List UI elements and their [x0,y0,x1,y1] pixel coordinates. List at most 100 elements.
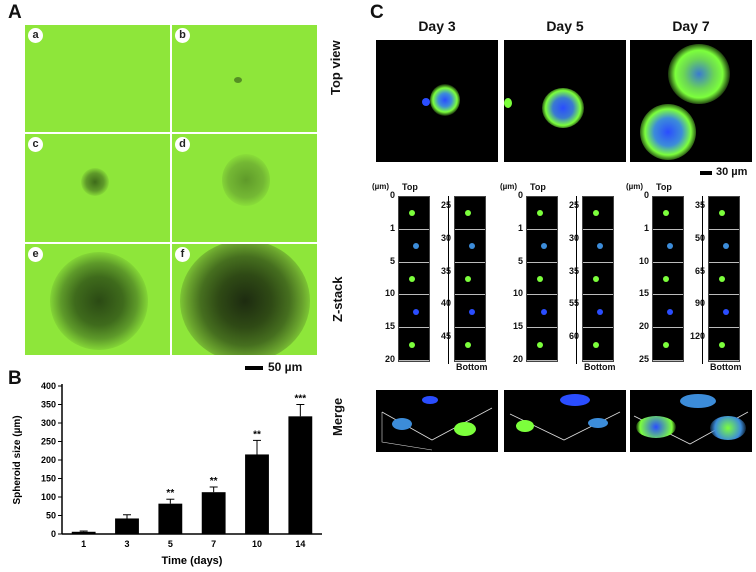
row-label-top-view: Top view [328,40,343,95]
z-depth-tick: 20 [512,354,523,364]
z-top-label: Top [656,182,672,192]
cell-cluster [234,77,242,83]
z-depth-tick: 90 [694,298,705,309]
tile-label: f [175,247,190,262]
day-5-label: Day 5 [546,18,584,34]
y-tick-label: 100 [41,492,56,502]
z-depth-tick: 25 [638,354,649,364]
tile-label: a [28,28,43,43]
fluorescent-spot [719,210,725,217]
z-stack-column-top [398,196,430,362]
merge-day-7 [630,390,752,452]
z-slice [653,197,683,230]
z-depth-tick: 5 [389,255,395,266]
significance-label: ** [166,488,174,499]
z-slice [399,295,429,329]
z-stack-column-bottom [582,196,614,362]
z-slice [527,295,557,329]
cell-cluster [81,168,109,196]
z-unit-label: (µm) [626,182,644,191]
z-depth-tick: 25 [568,200,579,210]
bar-day-10 [245,454,269,534]
z-depth-tick: 10 [384,288,395,299]
z-bottom-label: Bottom [584,362,616,372]
fluorescent-spot [719,275,725,282]
z-depth-tick: 15 [384,321,395,332]
z-depth-tick: 45 [440,331,451,342]
fluorescent-spot [719,341,725,348]
z-slice [709,295,739,329]
fluorescent-spot [663,275,669,282]
depth-arrow [448,196,449,364]
fluorescent-spot [667,243,673,250]
x-tick-label: 14 [295,539,305,549]
z-slice [527,263,557,296]
z-slice [653,295,683,329]
z-slice [527,197,557,230]
merge-day-5 [504,390,626,452]
z-depth-tick: 50 [694,232,705,243]
cell-cluster [222,154,270,206]
day-3-label: Day 3 [418,18,456,34]
fluorescent-spot [537,275,543,282]
z-slice [399,230,429,263]
z-depth-tick: 30 [568,232,579,243]
z-slice [583,197,613,230]
x-tick-label: 7 [211,539,216,549]
fluorescent-spot [593,210,599,217]
fluorescent-spot [409,275,415,282]
z-depth-tick: 30 [440,232,451,243]
row-label-z-stack: Z-stack [330,276,345,322]
fluorescent-spot [541,243,547,250]
fluorescent-spot [465,210,471,217]
z-depth-tick: 5 [517,255,523,266]
fluorescent-spot [469,308,475,315]
z-slice [583,263,613,296]
panel-a-grid: a b c d e f [25,25,317,355]
z-depth-tick: 40 [440,298,451,309]
z-bottom-label: Bottom [710,362,742,372]
z-depth-tick: 0 [517,190,523,200]
z-slice [709,263,739,296]
fluorescent-spot [465,341,471,348]
fluorescent-spot [597,243,603,250]
z-depth-tick: 0 [389,190,395,200]
z-depth-tick: 65 [694,265,705,276]
z-depth-tick: 10 [638,255,649,266]
significance-label: ** [253,429,261,440]
x-tick-label: 10 [252,539,262,549]
significance-label: *** [294,394,306,405]
z-slice [583,230,613,263]
tile-label: c [28,137,43,152]
z-slice [653,263,683,296]
z-slice [455,263,485,296]
z-unit-label: (µm) [372,182,390,191]
tile-b: b [172,25,317,132]
tile-label: e [28,247,43,262]
z-slice [399,263,429,296]
z-depth-tick: 55 [568,298,579,309]
tile-label: b [175,28,190,43]
panel-a-scale-bar [245,366,263,370]
z-top-label: Top [402,182,418,192]
bar-day-7 [201,492,226,534]
z-depth-tick: 1 [389,222,395,233]
significance-label: ** [210,476,218,487]
z-unit-label: (µm) [500,182,518,191]
z-depth-tick: 20 [384,354,395,364]
z-slice [653,230,683,263]
fluorescent-spot [409,341,415,348]
panel-c-scale-label: 30 µm [716,166,748,178]
row-label-merge: Merge [330,397,345,436]
fluorescent-spot [723,243,729,250]
panel-c-letter: C [370,2,384,23]
z-slice [709,230,739,263]
fluorescent-spot [537,341,543,348]
depth-arrow [702,196,703,364]
tile-label: d [175,137,190,152]
z-slice [583,328,613,361]
depth-arrow [576,196,577,364]
z-depth-tick: 35 [568,265,579,276]
y-tick-label: 150 [41,474,56,484]
fluorescent-spot [593,341,599,348]
